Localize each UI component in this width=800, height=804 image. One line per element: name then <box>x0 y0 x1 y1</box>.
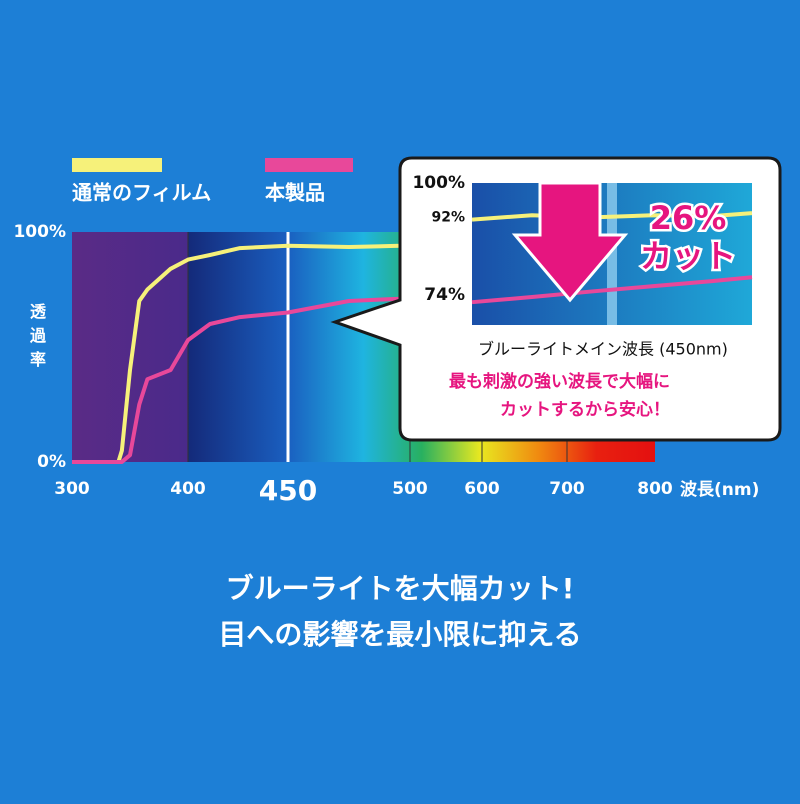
highlight-band <box>607 183 617 325</box>
arrow <box>511 181 629 303</box>
y-tick-label: 0% <box>37 452 66 472</box>
legend-label: 通常のフィルム <box>72 181 211 205</box>
legend-label: 本製品 <box>265 181 325 205</box>
data-line <box>471 211 753 222</box>
y-tick-label: 74% <box>424 285 465 305</box>
annotation: 26%カット <box>640 199 736 275</box>
x-tick-label: 600 <box>464 479 500 499</box>
caption: 目への影響を最小限に抑える <box>218 618 581 651</box>
legend-swatch <box>265 158 353 172</box>
note: 最も刺激の強い波長で大幅に <box>449 371 670 392</box>
data-line <box>72 243 401 464</box>
x-tick-label: 400 <box>170 479 206 499</box>
data-line <box>471 275 753 305</box>
y-tick-label: 100% <box>13 222 66 242</box>
x-tick-label: 700 <box>549 479 585 499</box>
highlight-label: ブルーライトメイン波長 (450nm) <box>478 340 728 359</box>
x-tick-label: 300 <box>54 479 90 499</box>
data-line <box>72 296 401 464</box>
x-tick-label: 800 <box>637 479 673 499</box>
x-axis-label: 波長(nm) <box>680 479 759 500</box>
x-tick-label: 500 <box>392 479 428 499</box>
y-tick-label: 100% <box>412 173 465 193</box>
caption: ブルーライトを大幅カット! <box>226 572 575 605</box>
y-tick-label: 92% <box>431 209 465 225</box>
legend-swatch <box>72 158 162 172</box>
x-tick-label: 450 <box>259 474 317 507</box>
note: カットするから安心！ <box>500 399 670 420</box>
y-axis-label: 透過率 <box>29 302 47 369</box>
